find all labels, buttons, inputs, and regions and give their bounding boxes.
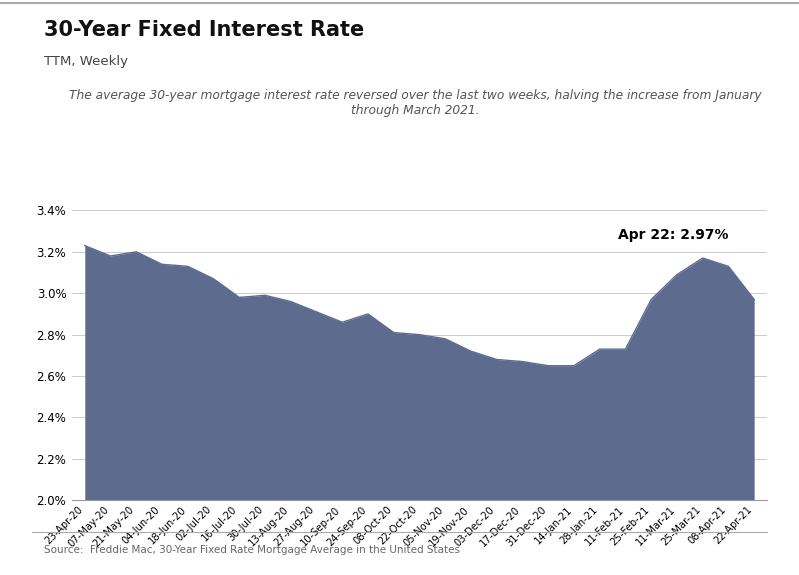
Text: Source:  Freddie Mac, 30-Year Fixed Rate Mortgage Average in the United States: Source: Freddie Mac, 30-Year Fixed Rate … [44,545,460,555]
Text: TTM, Weekly: TTM, Weekly [44,55,128,68]
Text: The average 30-year mortgage interest rate reversed over the last two weeks, hal: The average 30-year mortgage interest ra… [70,89,761,117]
Text: Apr 22: 2.97%: Apr 22: 2.97% [618,228,729,242]
Text: 30-Year Fixed Interest Rate: 30-Year Fixed Interest Rate [44,20,364,40]
